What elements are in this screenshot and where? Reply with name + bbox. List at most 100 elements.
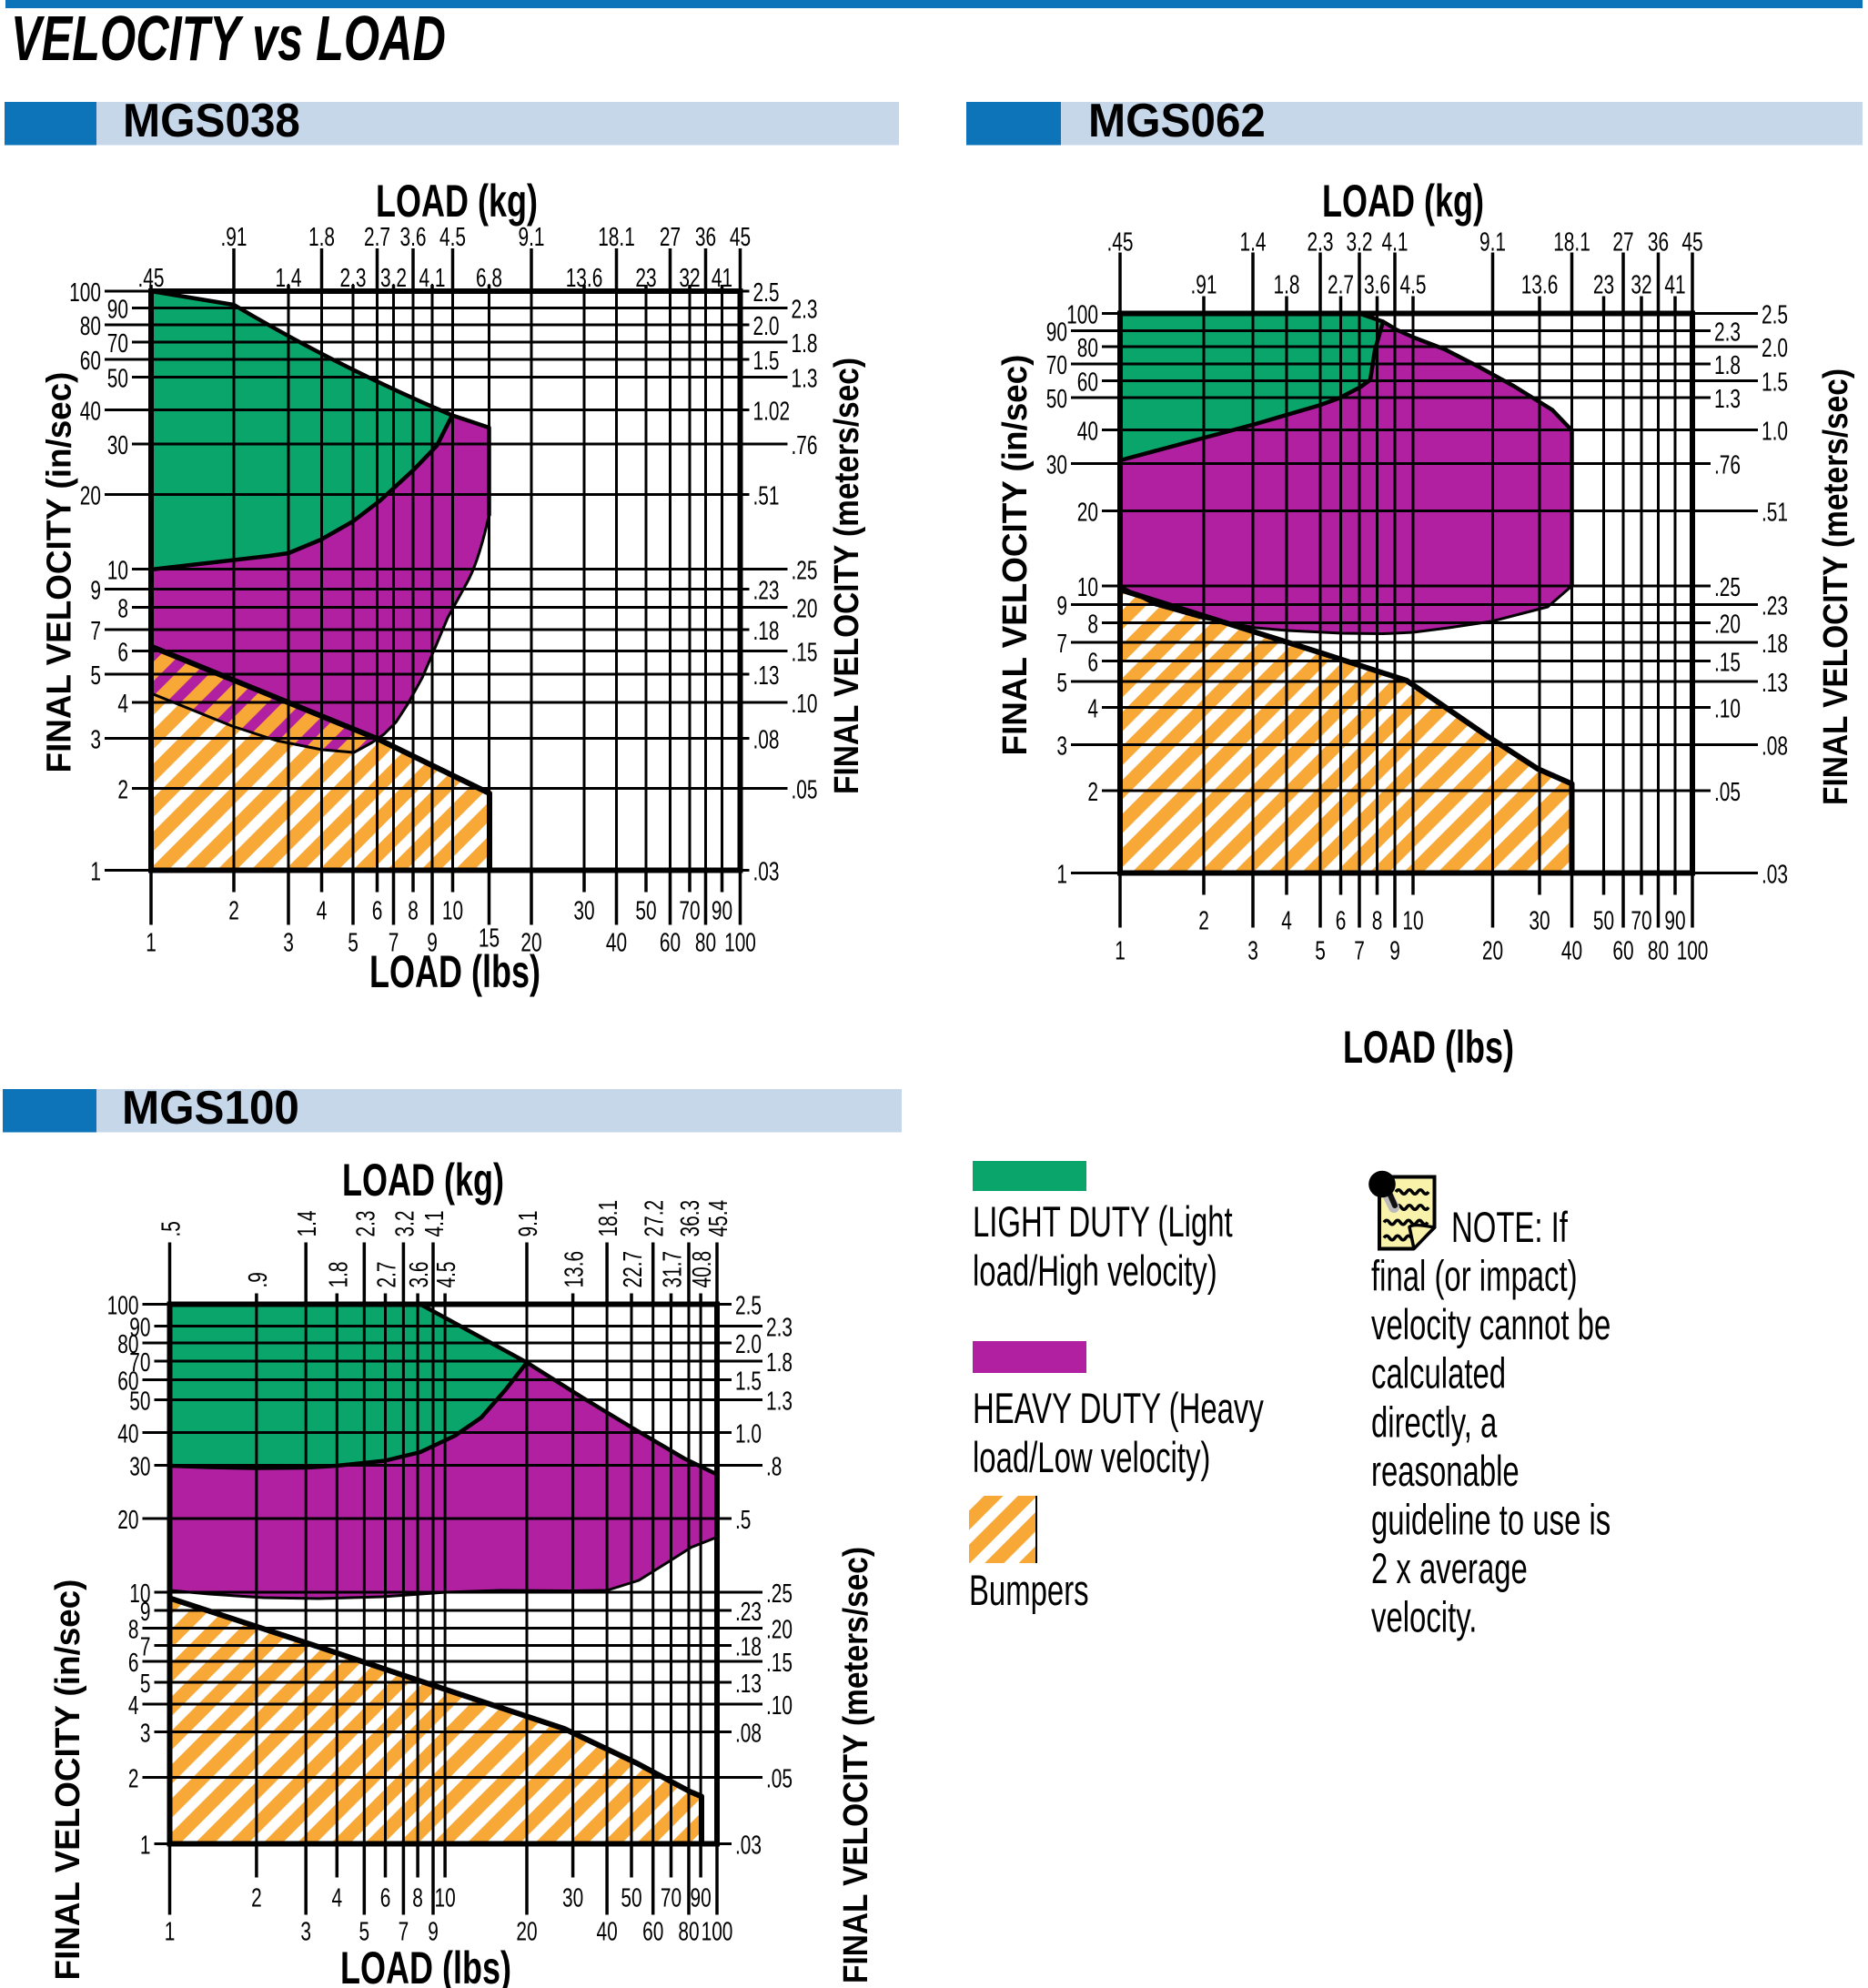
svg-text:8: 8 xyxy=(128,1615,139,1644)
svg-text:100: 100 xyxy=(69,278,101,308)
svg-text:LIGHT DUTY (Light: LIGHT DUTY (Light xyxy=(973,1197,1233,1246)
svg-text:4.5: 4.5 xyxy=(1399,270,1426,299)
svg-text:velocity cannot be: velocity cannot be xyxy=(1371,1300,1611,1348)
svg-text:8: 8 xyxy=(1372,906,1383,935)
svg-text:5: 5 xyxy=(1056,669,1067,698)
svg-text:.05: .05 xyxy=(1714,778,1741,807)
svg-text:.13: .13 xyxy=(1762,669,1788,698)
svg-text:LOAD (lbs): LOAD (lbs) xyxy=(1343,1023,1514,1073)
svg-text:.18: .18 xyxy=(735,1632,762,1661)
svg-text:27.2: 27.2 xyxy=(640,1200,669,1237)
svg-text:7: 7 xyxy=(389,928,399,957)
svg-text:final (or impact): final (or impact) xyxy=(1371,1252,1578,1300)
svg-text:9: 9 xyxy=(428,1917,439,1946)
svg-text:.10: .10 xyxy=(1714,694,1741,723)
svg-text:18.1: 18.1 xyxy=(1553,227,1590,257)
svg-text:.20: .20 xyxy=(792,594,818,623)
svg-text:3: 3 xyxy=(140,1719,151,1748)
svg-text:6: 6 xyxy=(128,1649,139,1678)
svg-text:2: 2 xyxy=(1087,778,1098,807)
svg-text:27: 27 xyxy=(1612,227,1633,257)
svg-text:10: 10 xyxy=(129,1579,150,1609)
svg-text:1: 1 xyxy=(140,1831,151,1860)
svg-text:1.8: 1.8 xyxy=(766,1348,793,1377)
svg-text:1.8: 1.8 xyxy=(324,1261,353,1287)
svg-text:LOAD (kg): LOAD (kg) xyxy=(376,177,538,227)
svg-text:100: 100 xyxy=(1066,300,1098,329)
svg-text:LOAD (kg): LOAD (kg) xyxy=(342,1155,504,1206)
svg-text:41: 41 xyxy=(712,264,732,293)
svg-text:100: 100 xyxy=(702,1917,733,1946)
svg-text:9.1: 9.1 xyxy=(518,223,544,252)
svg-text:18.1: 18.1 xyxy=(598,223,635,252)
svg-text:8: 8 xyxy=(1087,610,1098,639)
svg-text:.25: .25 xyxy=(792,556,818,585)
svg-text:NOTE: If: NOTE: If xyxy=(1451,1203,1568,1251)
svg-text:guideline to use is: guideline to use is xyxy=(1371,1496,1611,1544)
svg-text:1.3: 1.3 xyxy=(792,364,818,393)
svg-text:.25: .25 xyxy=(1714,573,1741,602)
svg-text:2.0: 2.0 xyxy=(1762,334,1788,363)
svg-text:.05: .05 xyxy=(766,1764,793,1793)
svg-text:100: 100 xyxy=(724,928,756,957)
svg-text:2.7: 2.7 xyxy=(364,223,390,252)
svg-text:4: 4 xyxy=(331,1883,342,1912)
svg-text:90: 90 xyxy=(712,896,732,925)
svg-text:36.3: 36.3 xyxy=(676,1200,705,1237)
svg-text:.08: .08 xyxy=(735,1719,762,1748)
svg-text:7: 7 xyxy=(140,1632,151,1661)
svg-text:.13: .13 xyxy=(753,661,780,691)
svg-text:20: 20 xyxy=(1077,498,1098,527)
svg-text:LOAD (kg): LOAD (kg) xyxy=(1322,177,1484,227)
svg-text:1: 1 xyxy=(146,928,157,957)
svg-text:80: 80 xyxy=(117,1330,138,1359)
svg-text:90: 90 xyxy=(1046,318,1067,347)
svg-text:8: 8 xyxy=(412,1883,423,1912)
svg-text:1: 1 xyxy=(90,857,101,886)
svg-text:1.8: 1.8 xyxy=(792,329,818,358)
svg-text:2.3: 2.3 xyxy=(1307,227,1333,257)
svg-text:.8: .8 xyxy=(766,1452,782,1481)
svg-text:1.3: 1.3 xyxy=(766,1387,793,1416)
svg-text:31.7: 31.7 xyxy=(658,1251,687,1288)
svg-text:LOAD (lbs): LOAD (lbs) xyxy=(340,1943,511,1988)
svg-text:4.5: 4.5 xyxy=(439,223,466,252)
svg-text:40: 40 xyxy=(80,397,101,426)
svg-text:90: 90 xyxy=(1664,906,1685,935)
svg-text:40: 40 xyxy=(1561,936,1582,965)
svg-text:30: 30 xyxy=(1529,906,1550,935)
svg-text:.25: .25 xyxy=(766,1579,793,1609)
svg-text:2: 2 xyxy=(228,896,239,925)
svg-text:8: 8 xyxy=(408,896,419,925)
svg-text:45: 45 xyxy=(730,223,751,252)
svg-text:.15: .15 xyxy=(792,638,818,667)
svg-text:reasonable: reasonable xyxy=(1371,1447,1520,1495)
svg-text:.15: .15 xyxy=(766,1649,793,1678)
svg-text:.51: .51 xyxy=(1762,498,1788,527)
svg-text:32: 32 xyxy=(1631,270,1651,299)
svg-text:1.02: 1.02 xyxy=(753,397,791,426)
svg-text:.45: .45 xyxy=(137,264,164,293)
svg-text:1: 1 xyxy=(1115,936,1126,965)
svg-text:10: 10 xyxy=(434,1883,455,1912)
svg-text:FINAL VELOCITY (in/sec): FINAL VELOCITY (in/sec) xyxy=(47,1579,86,1981)
svg-text:4: 4 xyxy=(1087,694,1098,723)
svg-text:2.7: 2.7 xyxy=(372,1261,401,1287)
svg-text:3.2: 3.2 xyxy=(390,1210,419,1236)
svg-text:70: 70 xyxy=(1631,906,1651,935)
svg-text:50: 50 xyxy=(635,896,656,925)
svg-text:.9: .9 xyxy=(244,1272,273,1287)
svg-text:FINAL VELOCITY (meters/sec): FINAL VELOCITY (meters/sec) xyxy=(1816,368,1854,805)
svg-text:2.3: 2.3 xyxy=(351,1210,380,1236)
svg-text:7: 7 xyxy=(1354,936,1365,965)
svg-text:5: 5 xyxy=(348,928,358,957)
svg-text:MGS062: MGS062 xyxy=(1088,94,1266,146)
svg-text:5: 5 xyxy=(358,1917,369,1946)
svg-text:8: 8 xyxy=(117,594,128,623)
svg-text:30: 30 xyxy=(562,1883,583,1912)
svg-text:.03: .03 xyxy=(753,857,780,886)
svg-text:3.2: 3.2 xyxy=(1346,227,1372,257)
svg-text:40: 40 xyxy=(117,1419,138,1448)
svg-text:70: 70 xyxy=(661,1883,682,1912)
svg-text:2.3: 2.3 xyxy=(339,264,366,293)
